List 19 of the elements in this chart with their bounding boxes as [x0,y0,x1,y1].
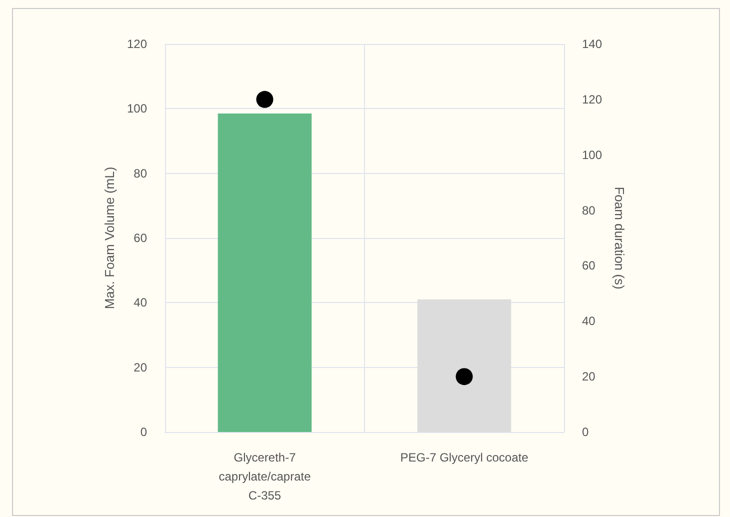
y2-tick-label: 0 [582,425,589,439]
x-tick-label: PEG-7 Glyceryl cocoate [400,450,529,464]
y2-tick-label: 100 [582,148,602,162]
y2-axis-title: Foam duration (s) [612,186,627,290]
y-tick-label: 60 [134,231,148,245]
y-tick-label: 40 [134,296,148,310]
y2-tick-label: 80 [582,203,596,218]
y2-tick-label: 120 [582,92,602,106]
y-tick-label: 20 [134,360,148,374]
x-tick-label: Glycereth-7 caprylate/caprate C-355 [218,450,312,502]
y-tick-label: 120 [126,37,148,51]
y2-tick-label: 60 [582,258,596,273]
y-tick-label: 0 [140,425,148,439]
y-tick-label: 100 [126,102,148,116]
y2-tick-label: 40 [582,314,596,328]
y2-tick-label: 20 [582,370,596,384]
y-axis-title: Max. Foam Volume (mL) [102,166,118,310]
y2-tick-label: 140 [582,37,602,51]
y-tick-label: 80 [134,166,148,180]
